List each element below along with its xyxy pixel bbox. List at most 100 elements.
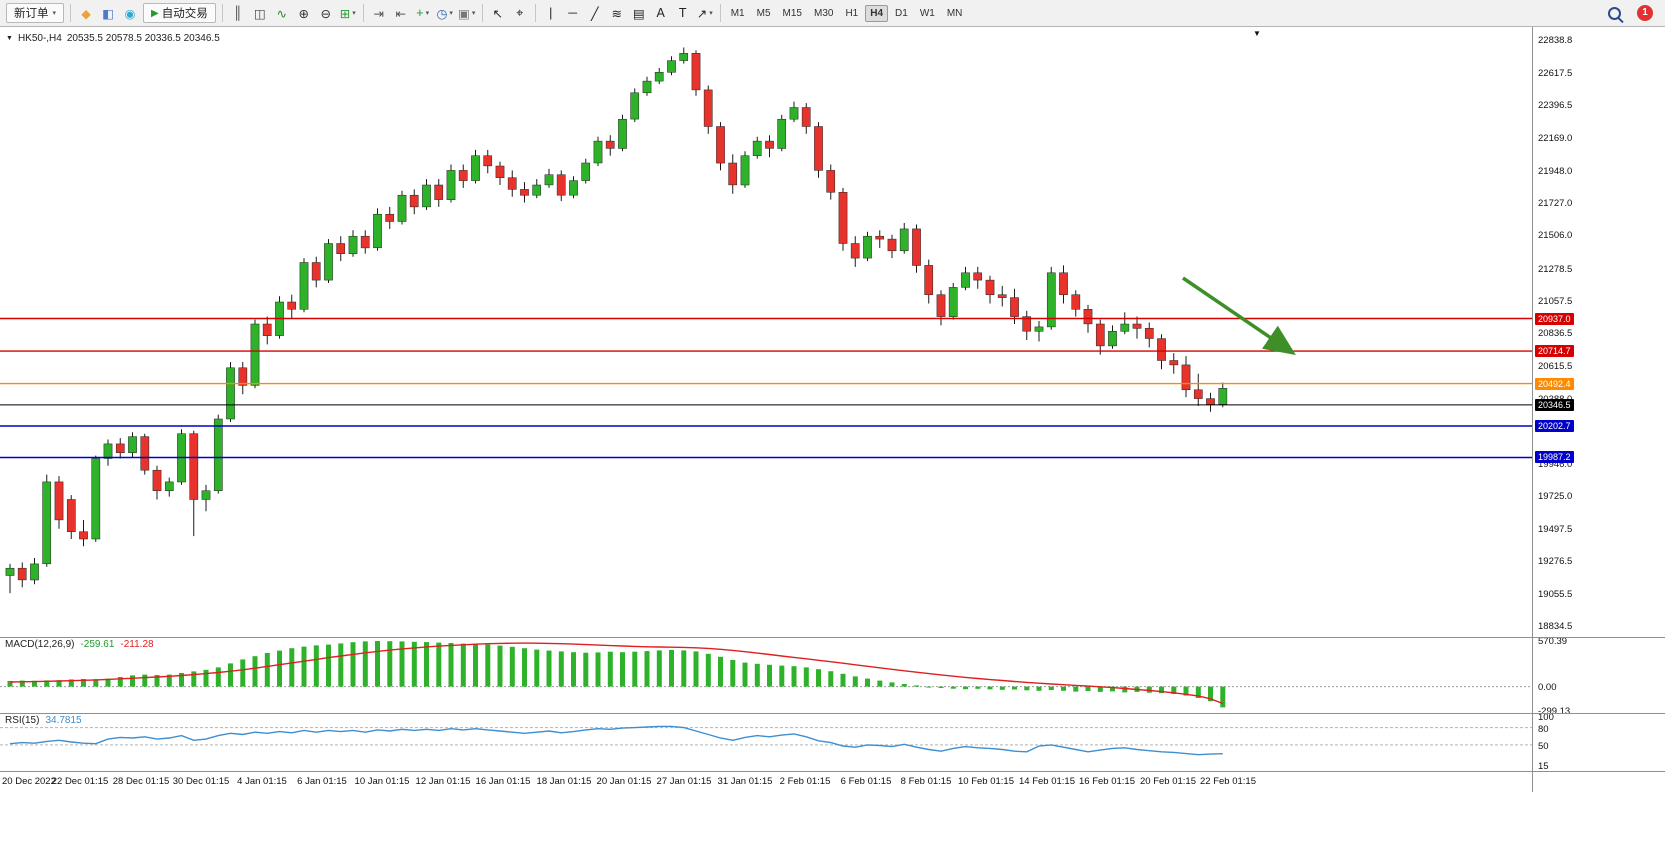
price-axis-label: 19055.5 [1538, 589, 1573, 600]
rsi-chart-svg[interactable] [0, 713, 1532, 771]
macd-pane[interactable]: MACD(12,26,9) -259.61 -211.28 [0, 637, 1532, 713]
crosshair-glyph: ⌖ [516, 5, 524, 20]
rsi-pane[interactable]: RSI(15) 34.7815 [0, 713, 1532, 771]
auto-trading-button[interactable]: ▶ 自动交易 [143, 3, 216, 23]
timeframe-h4-button[interactable]: H4 [865, 4, 889, 22]
auto-scroll-icon[interactable]: ⇥ [368, 3, 390, 23]
cursor-icon[interactable]: ↖ [487, 3, 509, 23]
fibonacci-tool-icon[interactable]: ▤ [628, 3, 650, 23]
time-axis-label: 10 Feb 01:15 [958, 776, 1014, 787]
time-axis-label: 18 Jan 01:15 [536, 776, 592, 787]
price-axis-label: 19497.5 [1538, 524, 1573, 535]
text-tool-glyph: A [656, 6, 665, 20]
timeframe-d1-button[interactable]: D1 [890, 5, 913, 22]
accounts-glyph: ◧ [102, 6, 114, 21]
timeframe-mn-button[interactable]: MN [942, 5, 968, 22]
toolbar-separator [719, 4, 721, 22]
bar-chart-icon[interactable]: ║ [227, 3, 249, 23]
macd-chart-svg[interactable] [0, 637, 1532, 713]
vertical-line-tool-icon[interactable]: | [540, 3, 562, 23]
toolbar-right-group: 1 [1603, 3, 1653, 23]
collapse-icon[interactable]: ▼ [6, 35, 13, 42]
price-pane[interactable]: ▼ HK50-,H4 20535.5 20578.5 20336.5 20346… [0, 27, 1532, 637]
time-axis-label: 16 Feb 01:15 [1079, 776, 1135, 787]
timeframe-m15-button[interactable]: M15 [778, 5, 807, 22]
macd-title: MACD(12,26,9) [5, 639, 75, 650]
time-axis-label: 8 Feb 01:15 [900, 776, 952, 787]
rsi-title: RSI(15) [5, 715, 40, 726]
chart-end-marker-icon[interactable]: ▼ [1253, 29, 1261, 38]
timeframe-m5-button[interactable]: M5 [752, 5, 776, 22]
line-chart-glyph: ∿ [276, 6, 287, 21]
time-axis-label: 16 Jan 01:15 [475, 776, 531, 787]
time-axis-label: 30 Dec 01:15 [172, 776, 230, 787]
toolbar-separator [70, 4, 72, 22]
time-axis-label: 31 Jan 01:15 [717, 776, 773, 787]
new-order-button[interactable]: 新订单 ▾ [6, 3, 65, 23]
chevron-down-icon: ▾ [449, 10, 453, 17]
trendline-tool-icon[interactable]: ╱ [584, 3, 606, 23]
time-axis-label: 20 Feb 01:15 [1140, 776, 1196, 787]
price-axis-label: 21506.0 [1538, 230, 1573, 241]
price-axis-label: 21727.0 [1538, 198, 1573, 209]
candlestick-chart-icon[interactable]: ◫ [249, 3, 271, 23]
pane-separator[interactable] [0, 637, 1665, 638]
timeframe-w1-button[interactable]: W1 [915, 5, 940, 22]
toolbar-separator [481, 4, 483, 22]
chevron-down-icon: ▾ [709, 10, 713, 17]
time-axis-label: 10 Jan 01:15 [354, 776, 410, 787]
add-indicator-icon[interactable]: + ▾ [412, 3, 434, 23]
chart-shift-icon[interactable]: ⇤ [390, 3, 412, 23]
arrows-tool-icon[interactable]: ↗ ▾ [694, 3, 716, 23]
price-axis-label: 18834.5 [1538, 621, 1573, 632]
time-axis-label: 6 Jan 01:15 [297, 776, 347, 787]
macd-label: MACD(12,26,9) -259.61 -211.28 [5, 639, 154, 650]
time-periods-icon[interactable]: ◷ ▾ [434, 3, 456, 23]
funds-glyph: ◆ [81, 6, 91, 21]
macd-main-value: -259.61 [80, 639, 115, 650]
candlestick-chart-svg[interactable] [0, 27, 1532, 637]
timeframe-m1-button[interactable]: M1 [726, 5, 750, 22]
search-icon[interactable] [1603, 3, 1625, 23]
accounts-icon[interactable]: ◧ [97, 3, 119, 23]
notification-badge[interactable]: 1 [1637, 5, 1653, 21]
funds-icon[interactable]: ◆ [75, 3, 97, 23]
chart-symbol-ohlc: ▼ HK50-,H4 20535.5 20578.5 20336.5 20346… [6, 33, 220, 44]
price-axis-label: 22617.5 [1538, 68, 1573, 79]
label-tool-glyph: T [678, 6, 687, 20]
price-axis-label: 20836.5 [1538, 328, 1573, 339]
crosshair-icon[interactable]: ⌖ [509, 3, 531, 23]
timeframe-m30-button[interactable]: M30 [809, 5, 838, 22]
pane-separator[interactable] [0, 713, 1665, 714]
time-axis-label: 6 Feb 01:15 [840, 776, 892, 787]
time-axis-label: 14 Feb 01:15 [1019, 776, 1075, 787]
web-terminal-icon[interactable]: ◉ [119, 3, 141, 23]
price-axis[interactable]: 22838.8 22617.5 22396.5 22169.0 21948.0 21727… [1532, 27, 1665, 792]
chart-area: ▼ HK50-,H4 20535.5 20578.5 20336.5 20346… [0, 27, 1665, 792]
horizontal-line-tool-icon[interactable]: ─ [562, 3, 584, 23]
zoom-in-glyph: ⊕ [298, 6, 309, 21]
time-axis-label: 22 Feb 01:15 [1200, 776, 1256, 787]
chevron-down-icon: ▾ [425, 10, 430, 17]
price-tag: 20202.7 [1535, 420, 1574, 432]
pane-separator [0, 771, 1665, 772]
ohlc-values: 20535.5 20578.5 20336.5 20346.5 [66, 33, 220, 44]
zoom-in-icon[interactable]: ⊕ [293, 3, 315, 23]
line-chart-icon[interactable]: ∿ [271, 3, 293, 23]
timeframe-h1-button[interactable]: H1 [840, 5, 863, 22]
elliott-wave-icon[interactable]: ≋ [606, 3, 628, 23]
chevron-down-icon: ▾ [52, 10, 57, 17]
chevron-down-icon: ▾ [352, 10, 356, 17]
elliott-wave-glyph: ≋ [611, 6, 622, 21]
label-tool-icon[interactable]: T [672, 3, 694, 23]
tile-windows-icon[interactable]: ⊞ ▾ [337, 3, 359, 23]
candlestick-chart-glyph: ◫ [253, 6, 266, 21]
chart-template-icon[interactable]: ▣ ▾ [456, 3, 478, 23]
price-tag: 20714.7 [1535, 345, 1574, 357]
price-axis-label: 22169.0 [1538, 133, 1573, 144]
rsi-axis-label: 80 [1538, 724, 1549, 735]
zoom-out-icon[interactable]: ⊖ [315, 3, 337, 23]
text-tool-icon[interactable]: A [650, 3, 672, 23]
time-axis[interactable]: 20 Dec 2022 22 Dec 01:15 28 Dec 01:15 30 De… [0, 771, 1532, 792]
